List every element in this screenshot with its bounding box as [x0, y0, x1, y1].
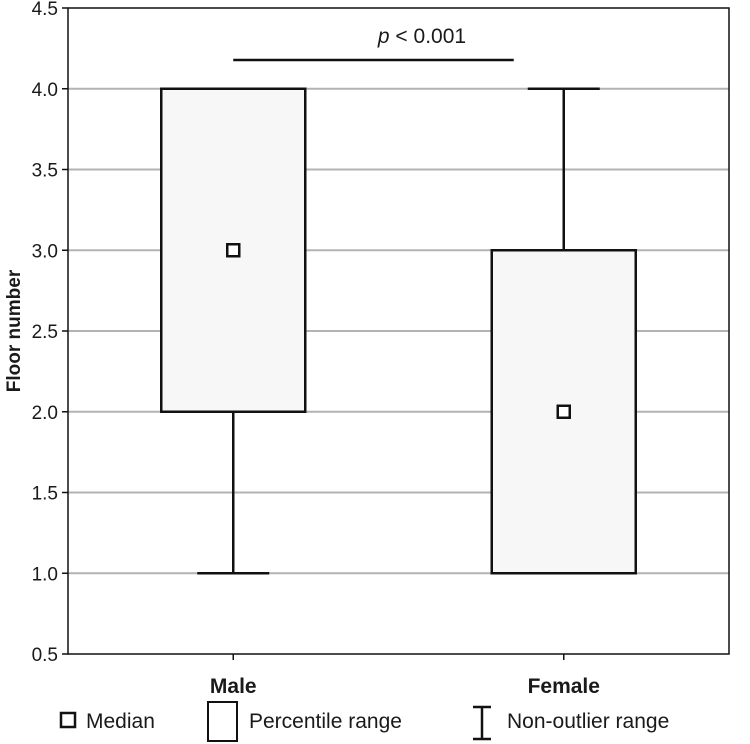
legend-percentile-label: Percentile range: [249, 710, 402, 733]
y-tick-label: 4.0: [32, 80, 58, 101]
box-male: [160, 87, 307, 575]
significance-label: p < 0.001: [377, 25, 466, 48]
legend-median-icon: [59, 711, 77, 729]
median-marker: [556, 404, 571, 419]
y-tick-label: 3.5: [32, 161, 58, 182]
y-tick-label: 0.5: [32, 645, 58, 666]
y-tick-label: 2.0: [32, 403, 58, 424]
legend-box-icon: [207, 701, 238, 742]
y-tick-label: 1.0: [32, 564, 58, 585]
x-category-label: Male: [210, 675, 257, 698]
y-tick-label: 3.0: [32, 241, 58, 262]
legend: Median Percentile range Non-outlier rang…: [59, 701, 669, 742]
y-tick-label: 4.5: [32, 0, 58, 20]
x-axis-categories: Male Female: [210, 654, 600, 698]
median-marker: [226, 243, 241, 258]
box-female: [490, 87, 637, 575]
significance-annotation: p < 0.001: [233, 25, 514, 62]
y-tick-label: 1.5: [32, 484, 58, 505]
box-series: [160, 87, 637, 575]
plot-frame: [67, 7, 730, 655]
y-axis-ticks: 0.5 1.0 1.5 2.0 2.5 3.0 3.5 4.0 4.5: [32, 0, 68, 666]
legend-median-label: Median: [86, 710, 155, 733]
legend-non-outlier-label: Non-outlier range: [507, 710, 669, 733]
y-tick-label: 2.5: [32, 322, 58, 343]
y-axis-label: Floor number: [4, 269, 25, 392]
x-category-label: Female: [528, 675, 600, 698]
legend-whisker-icon: [473, 705, 491, 741]
